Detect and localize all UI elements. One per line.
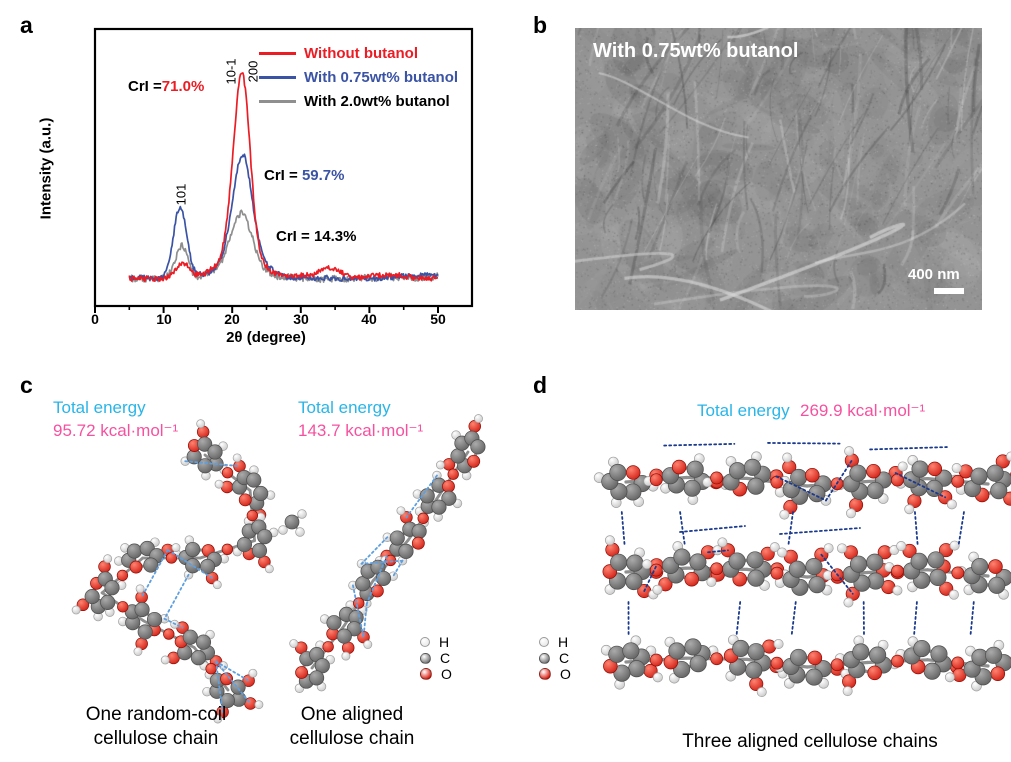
legend-item-without-butanol: Without butanol [259, 41, 458, 65]
cri-annotation-red: CrI =71.0% [128, 78, 205, 95]
chart-legend: Without butanol With 0.75wt% butanol Wit… [259, 41, 458, 113]
x-tick-30: 30 [293, 311, 309, 327]
caption-aligned: One aligned cellulose chain [289, 704, 415, 749]
caption-three-chains: Three aligned cellulose chains [682, 731, 938, 752]
legend-item-20-butanol: With 2.0wt% butanol [259, 89, 458, 113]
energy-title-panel-d: Total energy [697, 401, 790, 420]
hydrogen-sphere-icon [539, 637, 549, 647]
cri-annotation-blue: CrI = 59.7% [264, 167, 345, 184]
y-axis-title: Intensity (a.u.) [37, 117, 55, 220]
legend-item-075-butanol: With 0.75wt% butanol [259, 65, 458, 89]
energy-label-random-coil: Total energy 95.72 kcal·mol⁻¹ [53, 398, 179, 440]
sem-overlay-label: With 0.75wt% butanol [593, 40, 799, 62]
caption-random-coil: One random-coil cellulose chain [85, 704, 227, 749]
peak-label-200: 200 [245, 60, 261, 83]
x-tick-10: 10 [156, 311, 172, 327]
x-axis-title: 2θ (degree) [226, 329, 306, 346]
atom-legend-O: O [420, 666, 452, 682]
atom-legend-C: C [420, 650, 452, 666]
carbon-sphere-icon [420, 652, 431, 664]
carbon-sphere-icon [539, 652, 550, 664]
panel-c-label: c [20, 372, 33, 398]
peak-label-10-1: 10-1 [223, 58, 239, 85]
atom-legend-H: H [539, 634, 571, 650]
x-tick-40: 40 [361, 311, 377, 327]
oxygen-sphere-icon [420, 668, 432, 680]
panel-a-label: a [20, 12, 33, 38]
oxygen-sphere-icon [539, 668, 551, 680]
hydrogen-sphere-icon [420, 637, 430, 647]
scale-bar-label: 400 nm [908, 266, 960, 283]
legend-line-blue [259, 75, 296, 79]
panel-d-label: d [533, 372, 548, 398]
atom-legend-panel-c: H C O [420, 634, 452, 682]
molecular-model-panel-d [593, 442, 1011, 698]
energy-value-panel-d: 269.9 kcal·mol⁻¹ [800, 401, 926, 420]
energy-label-aligned: Total energy 143.7 kcal·mol⁻¹ [298, 398, 424, 440]
atom-legend-panel-d: H C O [539, 634, 571, 682]
legend-line-gray [259, 99, 296, 103]
x-tick-0: 0 [91, 311, 99, 327]
panel-b-label: b [533, 12, 548, 38]
atom-legend-O: O [539, 666, 571, 682]
legend-line-red [259, 51, 296, 55]
atom-legend-H: H [420, 634, 452, 650]
atom-legend-C: C [539, 650, 571, 666]
cri-annotation-gray: CrI = 14.3% [276, 228, 357, 245]
x-tick-20: 20 [224, 311, 240, 327]
peak-label-101: 101 [173, 183, 189, 206]
x-tick-50: 50 [430, 311, 446, 327]
scale-bar [934, 288, 964, 294]
